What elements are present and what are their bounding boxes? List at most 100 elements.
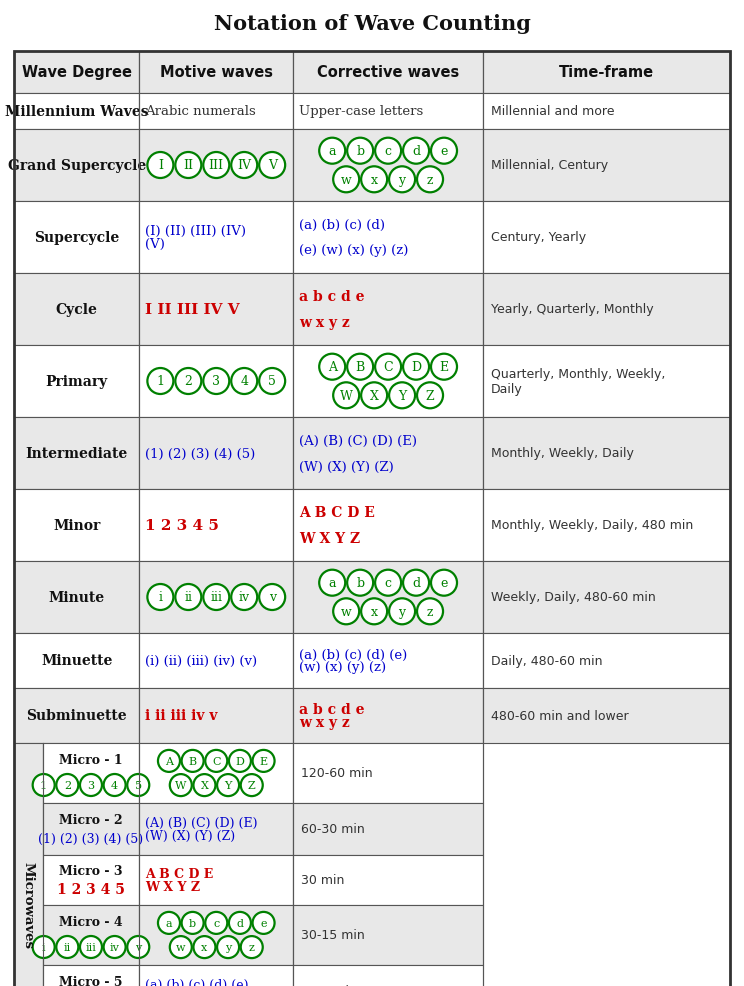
Text: Y: Y bbox=[225, 780, 232, 791]
Bar bbox=[483, 94, 730, 130]
Text: (a) (b) (c) (d) (e): (a) (b) (c) (d) (e) bbox=[299, 648, 408, 661]
Text: I: I bbox=[158, 160, 163, 173]
Text: d: d bbox=[237, 918, 243, 928]
Circle shape bbox=[259, 585, 285, 610]
Text: w x y z: w x y z bbox=[299, 715, 350, 730]
Text: iv: iv bbox=[239, 591, 250, 603]
Text: z: z bbox=[427, 174, 433, 186]
Circle shape bbox=[417, 168, 443, 193]
Text: Daily, 480-60 min: Daily, 480-60 min bbox=[491, 655, 603, 668]
Bar bbox=[483, 418, 730, 489]
Text: ii: ii bbox=[185, 591, 192, 603]
Circle shape bbox=[203, 585, 229, 610]
Text: (W) (X) (Y) (Z): (W) (X) (Y) (Z) bbox=[145, 829, 235, 842]
Text: (a) (b) (c) (d): (a) (b) (c) (d) bbox=[299, 218, 385, 232]
Text: Minor: Minor bbox=[53, 519, 100, 532]
Circle shape bbox=[403, 354, 429, 381]
Circle shape bbox=[361, 383, 387, 409]
Text: D: D bbox=[411, 361, 421, 374]
Text: 30 min: 30 min bbox=[301, 874, 344, 886]
Text: 15-5 min: 15-5 min bbox=[301, 984, 357, 986]
Text: D: D bbox=[236, 756, 244, 766]
Text: (w) (x) (y) (z): (w) (x) (y) (z) bbox=[299, 661, 386, 673]
Text: (I) (II) (III) (IV): (I) (II) (III) (IV) bbox=[145, 225, 246, 238]
Text: Monthly, Weekly, Daily, 480 min: Monthly, Weekly, Daily, 480 min bbox=[491, 519, 693, 532]
Circle shape bbox=[241, 774, 263, 797]
Text: (e) (w) (x) (y) (z): (e) (w) (x) (y) (z) bbox=[299, 245, 408, 257]
Text: Upper-case letters: Upper-case letters bbox=[299, 106, 423, 118]
Text: Micro - 2: Micro - 2 bbox=[60, 813, 123, 826]
Bar bbox=[139, 855, 293, 905]
Text: c: c bbox=[385, 577, 391, 590]
Text: e: e bbox=[440, 145, 448, 158]
Circle shape bbox=[375, 570, 401, 597]
Text: a: a bbox=[328, 145, 336, 158]
Text: 5: 5 bbox=[269, 375, 276, 388]
Text: 30-15 min: 30-15 min bbox=[301, 929, 365, 942]
Text: c: c bbox=[213, 918, 219, 928]
Text: (a) (b) (c) (d) (e): (a) (b) (c) (d) (e) bbox=[145, 978, 248, 986]
Text: Minute: Minute bbox=[48, 591, 105, 604]
Bar bbox=[483, 52, 730, 94]
Text: E: E bbox=[260, 756, 268, 766]
Text: W: W bbox=[175, 780, 187, 791]
Bar bbox=[483, 274, 730, 346]
Bar bbox=[139, 965, 293, 986]
Circle shape bbox=[259, 153, 285, 178]
Circle shape bbox=[229, 750, 251, 772]
Circle shape bbox=[417, 599, 443, 625]
Text: Z: Z bbox=[248, 780, 255, 791]
Text: (V): (V) bbox=[145, 238, 165, 250]
Circle shape bbox=[57, 936, 78, 958]
Circle shape bbox=[103, 774, 126, 796]
Text: 4: 4 bbox=[240, 375, 248, 388]
Bar bbox=[14, 346, 139, 418]
Text: Corrective waves: Corrective waves bbox=[317, 65, 459, 81]
Bar bbox=[293, 905, 483, 965]
Circle shape bbox=[229, 912, 251, 934]
Text: d: d bbox=[412, 577, 420, 590]
Bar bbox=[293, 688, 483, 743]
Circle shape bbox=[217, 774, 239, 797]
Circle shape bbox=[217, 936, 239, 958]
Text: y: y bbox=[225, 943, 231, 952]
Bar bbox=[483, 202, 730, 274]
Text: B: B bbox=[356, 361, 365, 374]
Circle shape bbox=[170, 936, 192, 958]
Text: 1: 1 bbox=[156, 375, 164, 388]
Circle shape bbox=[57, 774, 78, 796]
Text: Z: Z bbox=[426, 389, 434, 402]
Text: I II III IV V: I II III IV V bbox=[145, 303, 240, 317]
Text: Century, Yearly: Century, Yearly bbox=[491, 232, 586, 245]
Text: III: III bbox=[209, 160, 224, 173]
Circle shape bbox=[333, 383, 359, 409]
Bar bbox=[14, 418, 139, 489]
Circle shape bbox=[127, 936, 150, 958]
Text: A B C D E: A B C D E bbox=[145, 867, 214, 880]
Circle shape bbox=[176, 153, 202, 178]
Circle shape bbox=[431, 570, 457, 597]
Text: (A) (B) (C) (D) (E): (A) (B) (C) (D) (E) bbox=[145, 816, 258, 829]
Text: (1) (2) (3) (4) (5): (1) (2) (3) (4) (5) bbox=[39, 832, 144, 845]
Bar bbox=[42, 804, 139, 855]
Text: i ii iii iv v: i ii iii iv v bbox=[145, 709, 218, 723]
Circle shape bbox=[193, 774, 216, 797]
Text: A B C D E: A B C D E bbox=[299, 506, 375, 520]
Text: w: w bbox=[341, 174, 352, 186]
Circle shape bbox=[319, 139, 345, 165]
Text: a b c d e: a b c d e bbox=[299, 702, 365, 716]
Text: Yearly, Quarterly, Monthly: Yearly, Quarterly, Monthly bbox=[491, 303, 654, 317]
Bar bbox=[14, 743, 42, 986]
Bar bbox=[14, 561, 139, 633]
Text: Cycle: Cycle bbox=[56, 303, 97, 317]
Bar bbox=[293, 855, 483, 905]
Text: w: w bbox=[176, 943, 185, 952]
Text: y: y bbox=[399, 174, 405, 186]
Circle shape bbox=[176, 585, 202, 610]
Bar bbox=[14, 52, 139, 94]
Bar bbox=[139, 274, 293, 346]
Bar bbox=[293, 94, 483, 130]
Text: (W) (X) (Y) (Z): (W) (X) (Y) (Z) bbox=[299, 460, 394, 473]
Circle shape bbox=[182, 912, 204, 934]
Text: v: v bbox=[269, 591, 276, 603]
